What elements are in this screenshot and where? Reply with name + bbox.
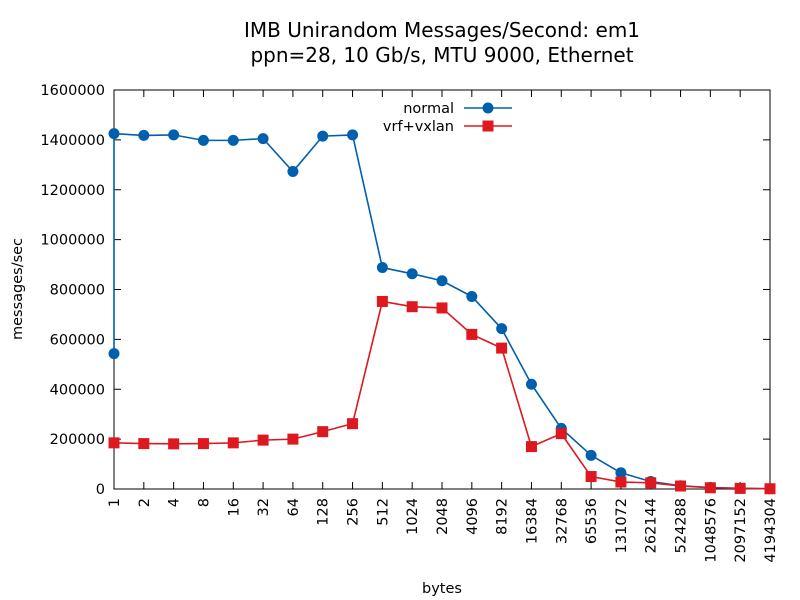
data-point-vrf-vxlan — [764, 483, 776, 495]
data-point-vrf-vxlan — [675, 480, 687, 492]
data-point-normal — [257, 133, 269, 145]
x-tick-label: 256 — [346, 498, 362, 526]
x-tick-label: 131072 — [614, 498, 630, 553]
legend-label-vrf-vxlan: vrf+vxlan — [383, 119, 454, 135]
x-tick-label: 1048576 — [703, 498, 719, 563]
data-point-normal — [436, 275, 448, 287]
data-point-normal — [525, 378, 537, 390]
data-point-vrf-vxlan — [645, 477, 657, 489]
data-point-vrf-vxlan — [466, 328, 478, 340]
x-axis-label: bytes — [422, 581, 462, 597]
legend-marker-vrf-vxlan — [482, 120, 494, 132]
x-tick-label: 4 — [167, 498, 183, 507]
x-tick-label: 16 — [226, 498, 242, 516]
plot-frame — [113, 89, 771, 490]
data-point-vrf-vxlan — [555, 428, 567, 440]
legend: normal vrf+vxlan — [383, 101, 512, 135]
data-point-normal — [108, 348, 120, 360]
data-point-vrf-vxlan — [406, 301, 418, 313]
x-axis: 1 2 4 8 16 32 64 128 256 512 1024 2048 4096 8192 16384… — [107, 90, 779, 563]
x-tick-label: 2048 — [435, 498, 451, 535]
legend-label-normal: normal — [403, 101, 454, 117]
data-point-vrf-vxlan — [257, 434, 269, 446]
y-tick-label: 400000 — [50, 382, 105, 398]
y-axis: 0 200000 400000 600000 800000 1000000 1200000 1… — [40, 83, 770, 498]
data-point-normal — [585, 449, 597, 461]
x-tick-label: 8192 — [495, 498, 511, 535]
x-tick-label: 1 — [107, 498, 123, 507]
data-point-normal — [287, 166, 299, 178]
data-point-vrf-vxlan — [496, 342, 508, 354]
x-tick-label: 262144 — [644, 498, 660, 553]
data-point-vrf-vxlan — [525, 441, 537, 453]
series-layer — [108, 128, 776, 495]
data-point-normal — [615, 467, 627, 479]
x-tick-label: 32768 — [554, 498, 570, 544]
data-point-vrf-vxlan — [436, 302, 448, 314]
data-point-normal — [347, 129, 359, 141]
data-point-vrf-vxlan — [317, 426, 329, 438]
data-point-normal — [227, 134, 239, 146]
y-tick-label: 800000 — [50, 283, 105, 299]
y-tick-label: 0 — [96, 482, 105, 498]
data-point-vrf-vxlan — [227, 437, 239, 449]
x-tick-label: 2097152 — [733, 498, 749, 563]
series-line-vrf-vxlan — [113, 300, 771, 490]
chart-title: IMB Unirandom Messages/Second: em1 — [244, 18, 640, 42]
data-point-vrf-vxlan — [108, 437, 120, 449]
data-point-vrf-vxlan — [615, 476, 627, 488]
data-point-vrf-vxlan — [734, 482, 746, 494]
data-point-vrf-vxlan — [347, 418, 359, 430]
data-point-normal — [138, 129, 150, 141]
chart-subtitle: ppn=28, 10 Gb/s, MTU 9000, Ethernet — [250, 43, 633, 67]
legend-marker-normal — [482, 102, 494, 114]
x-tick-label: 2 — [137, 498, 153, 507]
data-point-normal — [168, 129, 180, 141]
x-tick-label: 524288 — [674, 498, 690, 553]
data-point-normal — [496, 323, 508, 335]
data-point-vrf-vxlan — [138, 438, 150, 450]
x-tick-label: 1024 — [405, 498, 421, 535]
y-tick-label: 200000 — [50, 432, 105, 448]
y-tick-label: 600000 — [50, 332, 105, 348]
data-point-normal — [406, 268, 418, 280]
data-point-normal — [376, 262, 388, 274]
data-point-normal — [108, 128, 120, 140]
y-axis-label: messages/sec — [10, 238, 26, 340]
data-point-normal — [317, 130, 329, 142]
data-point-vrf-vxlan — [168, 438, 180, 450]
x-tick-label: 8 — [196, 498, 212, 507]
data-point-vrf-vxlan — [197, 438, 209, 450]
x-tick-label: 4194304 — [763, 498, 779, 563]
x-tick-label: 64 — [286, 498, 302, 516]
x-tick-label: 4096 — [465, 498, 481, 535]
x-tick-label: 32 — [256, 498, 272, 516]
x-tick-label: 16384 — [524, 498, 540, 544]
x-tick-label: 128 — [316, 498, 332, 526]
data-point-vrf-vxlan — [704, 482, 716, 494]
data-point-vrf-vxlan — [376, 295, 388, 307]
x-tick-label: 512 — [375, 498, 391, 526]
data-point-vrf-vxlan — [585, 471, 597, 483]
x-tick-label: 65536 — [584, 498, 600, 544]
y-tick-label: 1600000 — [40, 83, 105, 99]
data-point-normal — [197, 134, 209, 146]
y-tick-label: 1000000 — [40, 233, 105, 249]
y-tick-label: 1400000 — [40, 133, 105, 149]
y-tick-label: 1200000 — [40, 183, 105, 199]
data-point-normal — [466, 290, 478, 302]
data-point-vrf-vxlan — [287, 433, 299, 445]
